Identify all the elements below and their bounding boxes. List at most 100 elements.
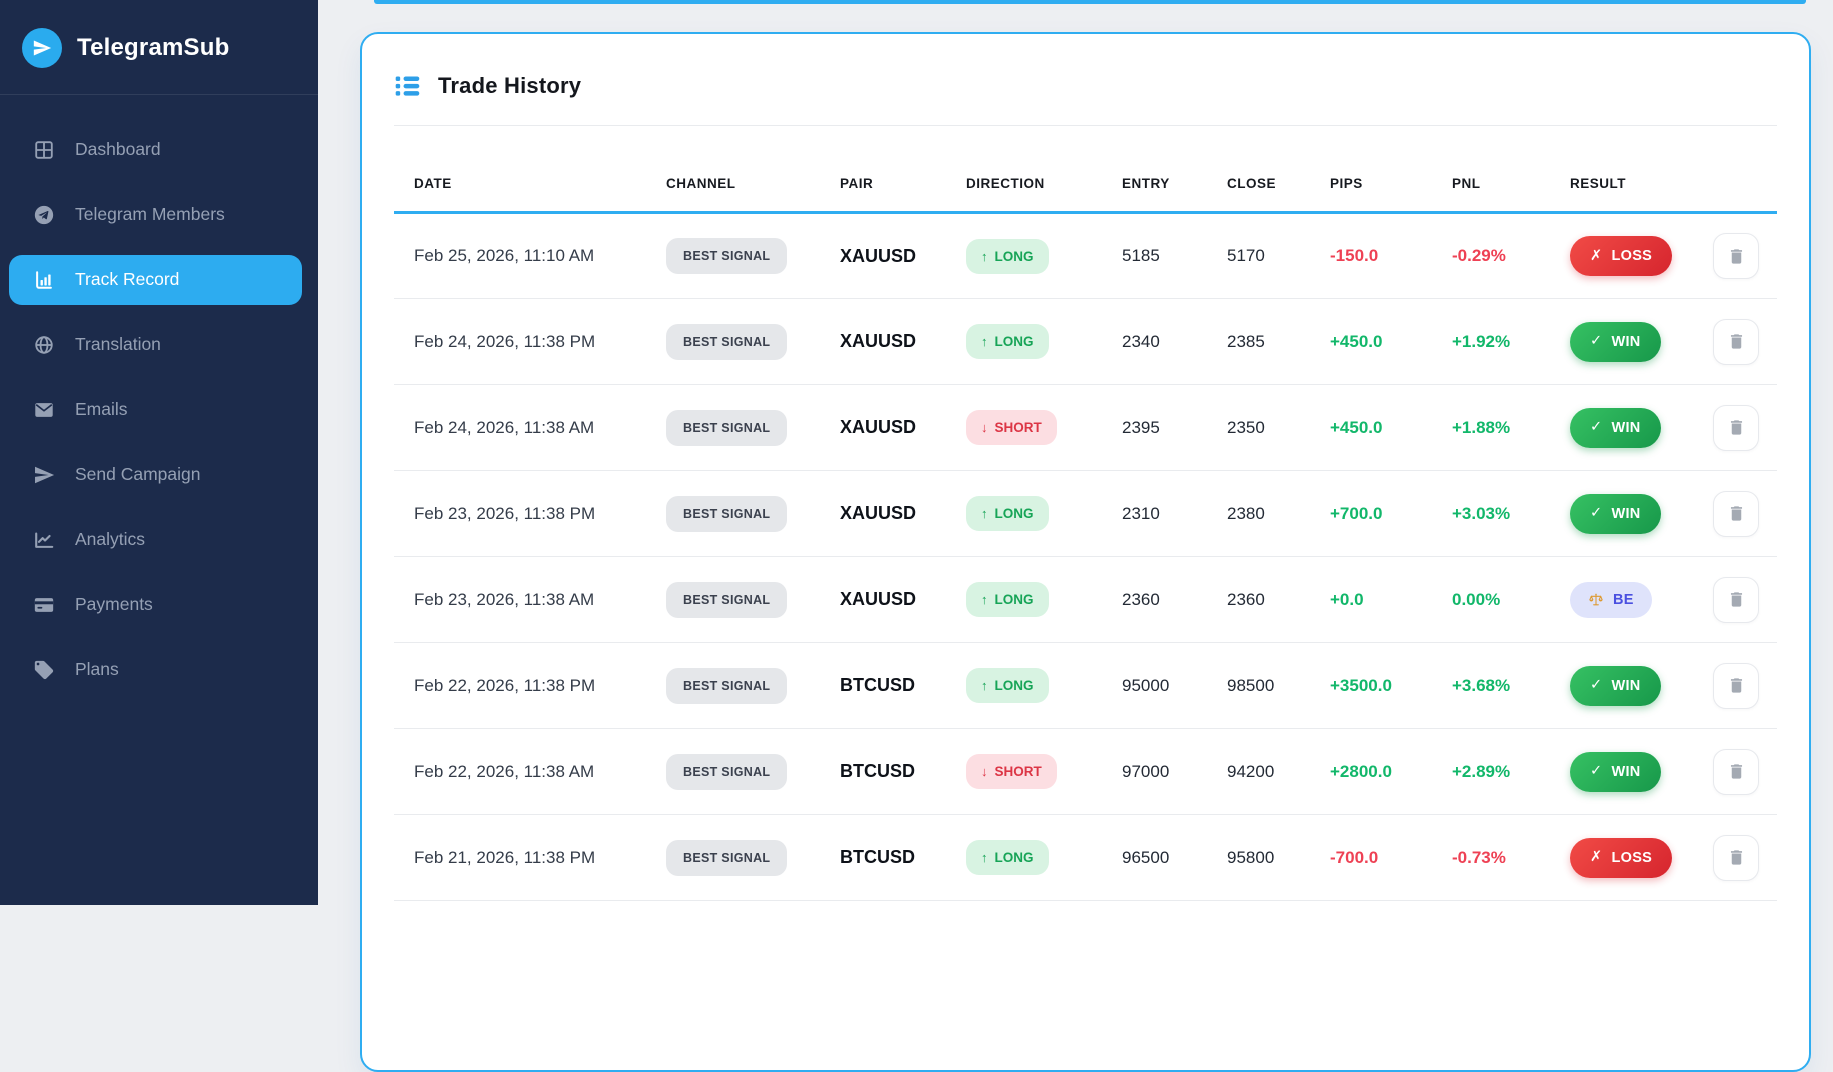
cell-close: 5170	[1207, 212, 1310, 299]
cell-pips: -700.0	[1310, 814, 1432, 901]
trade-history-card: Trade History DATE CHANNEL PAIR DIRECTION EN…	[360, 32, 1811, 1072]
main-content: Trade History DATE CHANNEL PAIR DIRECTION EN…	[318, 0, 1833, 1072]
cell-pnl: -0.29%	[1432, 212, 1550, 299]
delete-trade-button[interactable]	[1713, 318, 1759, 365]
delete-trade-button[interactable]	[1713, 404, 1759, 451]
result-badge: ✓ WIN	[1570, 493, 1661, 534]
table-row: Feb 22, 2026, 11:38 PM BEST SIGNAL BTCUS…	[394, 642, 1777, 729]
result-label: WIN	[1611, 505, 1641, 522]
delete-trade-button[interactable]	[1713, 490, 1759, 537]
table-row: Feb 21, 2026, 11:38 PM BEST SIGNAL BTCUS…	[394, 814, 1777, 901]
channel-badge: BEST SIGNAL	[666, 667, 788, 704]
result-badge: BE	[1570, 581, 1652, 618]
sidebar-item-send-campaign[interactable]: Send Campaign	[9, 450, 302, 500]
result-badge: ✓ WIN	[1570, 751, 1661, 792]
cell-date: Feb 24, 2026, 11:38 PM	[394, 298, 646, 385]
cell-date: Feb 23, 2026, 11:38 AM	[394, 556, 646, 643]
table-row: Feb 23, 2026, 11:38 PM BEST SIGNAL XAUUS…	[394, 470, 1777, 557]
result-label: WIN	[1611, 419, 1641, 436]
direction-arrow-icon: ↓	[981, 764, 988, 779]
trash-icon	[1727, 590, 1746, 609]
cell-pips: +450.0	[1310, 384, 1432, 471]
column-header-channel: CHANNEL	[646, 126, 820, 214]
direction-arrow-icon: ↑	[981, 334, 988, 349]
result-badge: ✓ WIN	[1570, 321, 1661, 362]
cell-pips: +450.0	[1310, 298, 1432, 385]
result-label: WIN	[1611, 333, 1641, 350]
cell-entry: 2340	[1102, 298, 1207, 385]
cell-pips: -150.0	[1310, 212, 1432, 299]
direction-label: LONG	[994, 850, 1034, 865]
result-icon: ✓	[1590, 763, 1603, 780]
envelope-icon	[32, 399, 56, 421]
trash-icon	[1727, 504, 1746, 523]
cell-pnl: +1.92%	[1432, 298, 1550, 385]
direction-badge: ↑ LONG	[966, 582, 1049, 617]
card-title-row: Trade History	[394, 62, 1777, 125]
table-row: Feb 24, 2026, 11:38 AM BEST SIGNAL XAUUS…	[394, 384, 1777, 471]
direction-badge: ↑ LONG	[966, 496, 1049, 531]
trash-icon	[1727, 762, 1746, 781]
column-header-pips: PIPS	[1310, 126, 1432, 214]
channel-badge: BEST SIGNAL	[666, 839, 788, 876]
sidebar-item-plans[interactable]: Plans	[9, 645, 302, 695]
sidebar-nav: Dashboard Telegram Members Trac	[0, 95, 318, 695]
title-divider	[394, 125, 1777, 126]
result-label: BE	[1613, 591, 1634, 608]
column-header-pair: PAIR	[820, 126, 946, 214]
sidebar-item-track-record[interactable]: Track Record	[9, 255, 302, 305]
sidebar: TelegramSub Dashboard Telegram Members	[0, 0, 318, 905]
sidebar-item-emails[interactable]: Emails	[9, 385, 302, 435]
sidebar-item-translation[interactable]: Translation	[9, 320, 302, 370]
cell-entry: 2395	[1102, 384, 1207, 471]
direction-badge: ↑ LONG	[966, 238, 1049, 274]
brand[interactable]: TelegramSub	[0, 0, 318, 94]
globe-icon	[32, 334, 56, 356]
column-header-pnl: PNL	[1432, 126, 1550, 214]
cell-pair: XAUUSD	[820, 384, 946, 471]
paper-plane-icon	[32, 464, 56, 486]
cell-pnl: 0.00%	[1432, 556, 1550, 643]
direction-label: LONG	[994, 592, 1034, 607]
page-title: Trade History	[438, 72, 582, 98]
list-icon	[394, 72, 421, 99]
sidebar-item-label: Translation	[75, 334, 161, 355]
cell-pair: BTCUSD	[820, 642, 946, 729]
sidebar-item-analytics[interactable]: Analytics	[9, 515, 302, 565]
cell-entry: 2360	[1102, 556, 1207, 643]
trash-icon	[1727, 418, 1746, 437]
direction-label: SHORT	[994, 420, 1042, 435]
direction-arrow-icon: ↑	[981, 850, 988, 865]
delete-trade-button[interactable]	[1713, 233, 1759, 279]
result-badge: ✗ LOSS	[1570, 236, 1673, 276]
sidebar-item-label: Analytics	[75, 529, 146, 550]
direction-label: LONG	[994, 506, 1034, 521]
delete-trade-button[interactable]	[1713, 834, 1759, 881]
direction-arrow-icon: ↑	[981, 592, 988, 607]
cell-close: 95800	[1207, 814, 1310, 901]
sidebar-item-label: Emails	[75, 399, 128, 420]
cell-pips: +2800.0	[1310, 728, 1432, 815]
direction-label: SHORT	[994, 764, 1042, 779]
direction-badge: ↑ LONG	[966, 840, 1049, 875]
credit-card-icon	[32, 594, 56, 616]
result-badge: ✗ LOSS	[1570, 837, 1673, 878]
column-header-direction: DIRECTION	[946, 126, 1102, 214]
sidebar-item-dashboard[interactable]: Dashboard	[9, 125, 302, 175]
delete-trade-button[interactable]	[1713, 576, 1759, 623]
dashboard-grid-icon	[32, 139, 56, 161]
result-label: WIN	[1611, 763, 1641, 780]
direction-arrow-icon: ↑	[981, 248, 988, 264]
cell-pips: +0.0	[1310, 556, 1432, 643]
cell-pair: XAUUSD	[820, 470, 946, 557]
sidebar-item-telegram-members[interactable]: Telegram Members	[9, 190, 302, 240]
cell-pips: +700.0	[1310, 470, 1432, 557]
result-label: LOSS	[1611, 849, 1653, 866]
result-icon: ✓	[1590, 505, 1603, 522]
sidebar-item-payments[interactable]: Payments	[9, 580, 302, 630]
delete-trade-button[interactable]	[1713, 748, 1759, 795]
trash-icon	[1727, 676, 1746, 695]
delete-trade-button[interactable]	[1713, 662, 1759, 709]
result-badge: ✓ WIN	[1570, 407, 1661, 448]
